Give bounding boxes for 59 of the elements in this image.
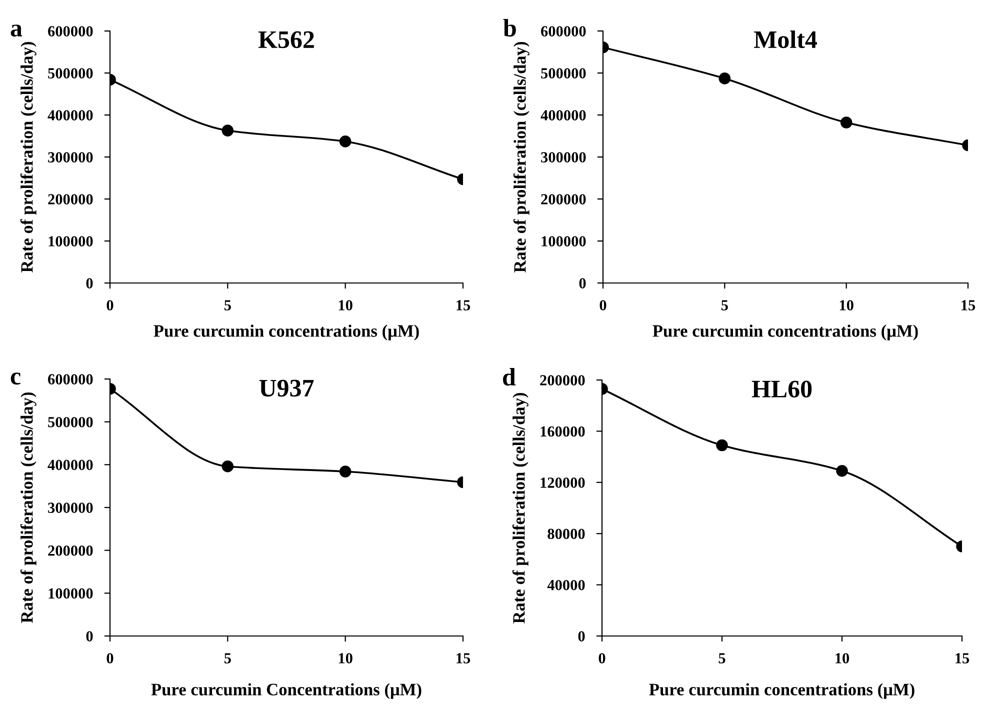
x-axis-title: Pure curcumin Concentrations (μM) (151, 683, 422, 699)
y-tick-label: 300000 (48, 152, 93, 162)
y-tick-label: 100000 (542, 236, 586, 246)
x-tick-label: 5 (224, 653, 231, 664)
y-tick-label: 200000 (48, 194, 93, 204)
y-axis-title: Rate of proliferation (cells/day) (512, 392, 528, 624)
y-tick-label: 40000 (547, 580, 585, 590)
text: a (10, 24, 22, 37)
x-tick-label: 15 (456, 300, 470, 310)
chart-title: HL60 (752, 380, 812, 398)
y-axis-title: Rate of proliferation (cells/day) (513, 42, 530, 273)
y-tick-label: 200000 (541, 194, 586, 204)
y-tick-label: 600000 (48, 26, 93, 36)
y-tick-label: 600000 (541, 26, 586, 36)
x-tick-label: 0 (106, 653, 114, 664)
y-tick-label: 500000 (541, 68, 586, 78)
y-axis-title: Rate of proliferation (cells/day) (20, 392, 36, 624)
x-tick-label: 10 (836, 653, 850, 664)
y-tick-label: 300000 (541, 152, 586, 162)
y-tick-label: 0 (578, 631, 585, 642)
x-tick-label: 15 (962, 300, 976, 310)
y-tick-label: 200000 (48, 545, 93, 556)
chart-title: K562 (258, 31, 314, 48)
y-tick-label: 0 (86, 631, 93, 642)
y-tick-label: 100000 (48, 588, 93, 599)
y-axis-title: Rate of proliferation (cells/day) (20, 42, 36, 273)
chart-title: Molt4 (754, 30, 817, 48)
y-tick-label: 160000 (540, 426, 585, 437)
text: b (503, 19, 516, 37)
x-tick-label: 5 (718, 653, 726, 664)
x-axis-title: Pure curcumin concentrations (μM) (652, 324, 918, 340)
y-tick-label: 300000 (48, 502, 93, 513)
y-tick-label: 400000 (540, 110, 586, 120)
y-tick-label: 400000 (48, 110, 93, 120)
y-tick-label: 120000 (540, 478, 585, 488)
x-tick-label: 0 (600, 300, 606, 310)
x-tick-label: 0 (106, 300, 114, 310)
y-tick-label: 600000 (48, 374, 93, 384)
x-axis-title: Pure curcumin concentrations (μM) (154, 324, 419, 340)
x-tick-label: 15 (956, 653, 970, 664)
y-tick-label: 400000 (48, 460, 93, 470)
y-tick-label: 500000 (48, 68, 93, 78)
x-tick-label: 10 (338, 300, 352, 310)
y-tick-label: 500000 (48, 416, 93, 428)
y-tick-label: 100000 (48, 236, 93, 246)
x-axis-title: Pure curcumin concentrations (μM) (649, 683, 914, 699)
chart-title: U937 (259, 380, 314, 397)
y-tick-label: 0 (579, 278, 586, 288)
x-tick-label: 0 (598, 653, 606, 664)
x-tick-label: 5 (721, 300, 728, 310)
y-tick-label: 80000 (548, 528, 585, 540)
x-tick-label: 5 (224, 300, 231, 310)
x-tick-label: 15 (456, 653, 470, 664)
text: c (10, 372, 20, 385)
y-tick-label: 200000 (540, 375, 585, 386)
y-tick-label: 0 (86, 278, 93, 288)
x-tick-label: 10 (338, 653, 352, 664)
x-tick-label: 10 (840, 300, 854, 310)
text: d (503, 368, 516, 386)
